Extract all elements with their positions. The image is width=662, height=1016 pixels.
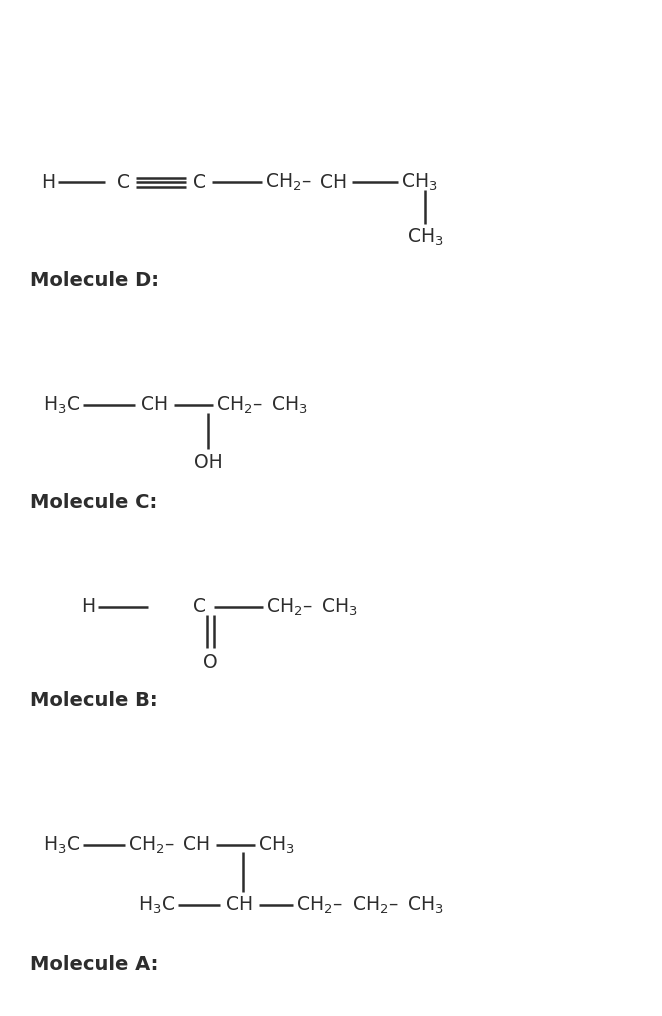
Text: Molecule A:: Molecule A: — [30, 955, 158, 974]
Text: Molecule B:: Molecule B: — [30, 691, 158, 709]
Text: H$_3$C: H$_3$C — [138, 894, 175, 915]
Text: C: C — [193, 597, 207, 617]
Text: CH$_2$–: CH$_2$– — [266, 596, 312, 618]
Text: CH: CH — [141, 395, 168, 415]
Text: CH$_3$: CH$_3$ — [258, 834, 295, 855]
Text: OH: OH — [193, 452, 222, 471]
Text: CH$_2$–: CH$_2$– — [265, 172, 312, 193]
Text: CH: CH — [320, 173, 347, 191]
Text: H$_3$C: H$_3$C — [43, 394, 80, 416]
Text: CH$_2$–: CH$_2$– — [296, 894, 343, 915]
Text: O: O — [203, 652, 217, 672]
Text: H$_3$C: H$_3$C — [43, 834, 80, 855]
Text: CH: CH — [183, 835, 210, 854]
Text: CH$_3$: CH$_3$ — [407, 894, 444, 915]
Text: C: C — [117, 173, 130, 191]
Text: Molecule D:: Molecule D: — [30, 270, 159, 290]
Text: H: H — [81, 597, 95, 617]
Text: CH$_3$: CH$_3$ — [406, 227, 444, 248]
Text: CH$_2$–: CH$_2$– — [216, 394, 263, 416]
Text: C: C — [193, 173, 207, 191]
Text: Molecule C:: Molecule C: — [30, 494, 158, 512]
Text: CH$_3$: CH$_3$ — [401, 172, 438, 193]
Text: CH$_2$–: CH$_2$– — [352, 894, 399, 915]
Text: CH$_3$: CH$_3$ — [321, 596, 357, 618]
Text: CH: CH — [226, 895, 253, 914]
Text: H: H — [41, 173, 55, 191]
Text: CH$_3$: CH$_3$ — [271, 394, 308, 416]
Text: CH$_2$–: CH$_2$– — [128, 834, 175, 855]
